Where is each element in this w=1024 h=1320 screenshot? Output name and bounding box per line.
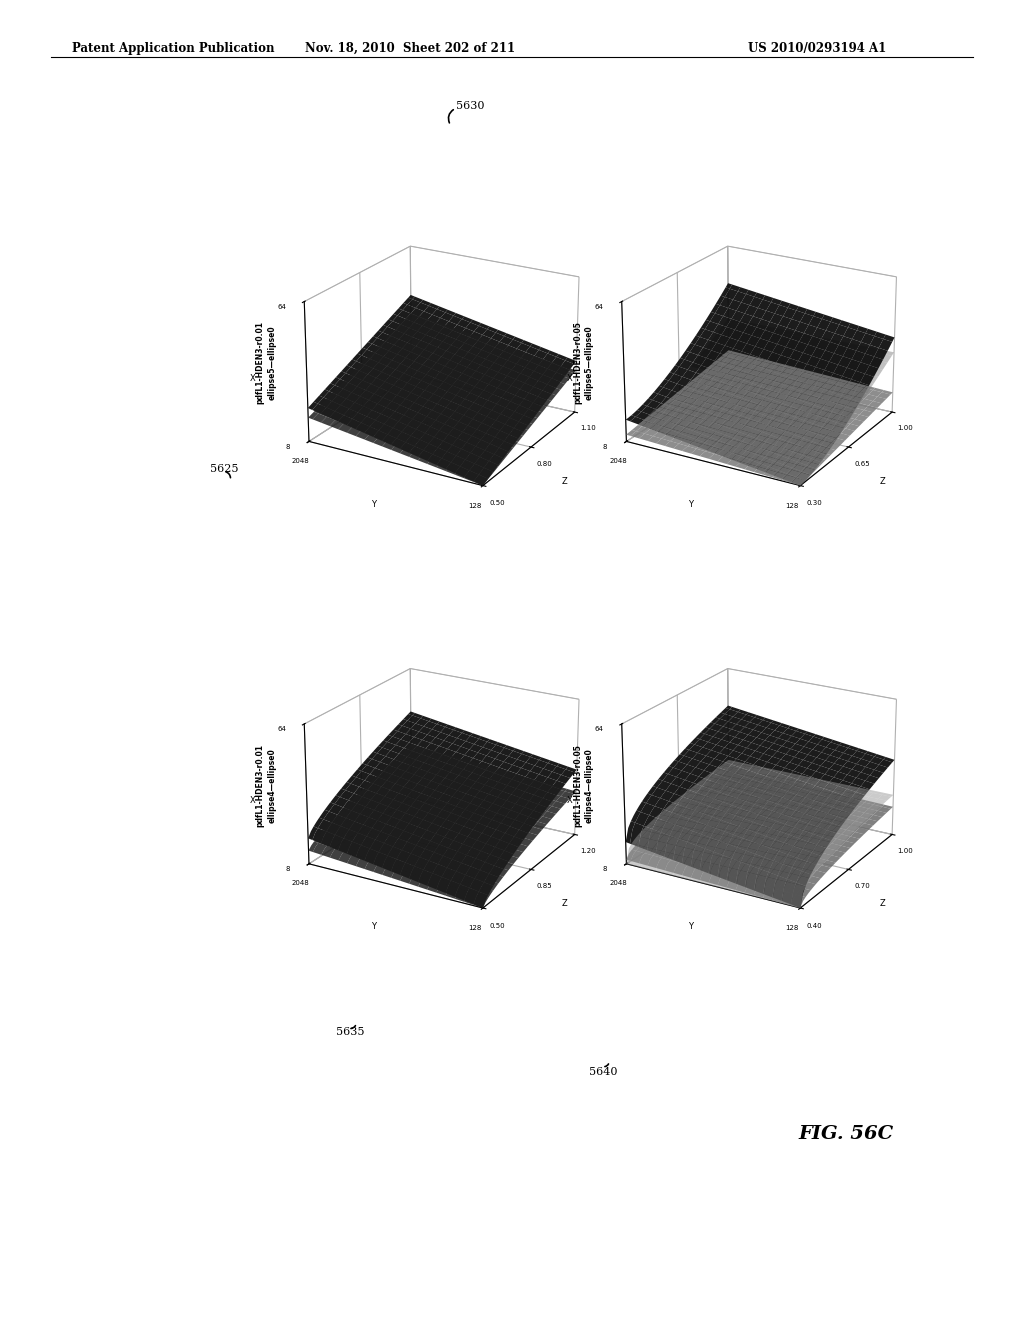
X-axis label: Z: Z	[562, 477, 567, 486]
Text: US 2010/0293194 A1: US 2010/0293194 A1	[748, 42, 886, 55]
Y-axis label: Y: Y	[371, 500, 376, 510]
Text: 5640: 5640	[589, 1067, 617, 1077]
X-axis label: Z: Z	[880, 477, 885, 486]
Text: Nov. 18, 2010  Sheet 202 of 211: Nov. 18, 2010 Sheet 202 of 211	[304, 42, 515, 55]
Text: 5625: 5625	[210, 463, 239, 474]
Text: pdfL1-HDEN3-r0.01
ellipse5—ellipse0: pdfL1-HDEN3-r0.01 ellipse5—ellipse0	[256, 322, 276, 404]
X-axis label: Z: Z	[880, 899, 885, 908]
Y-axis label: Y: Y	[688, 500, 693, 510]
Text: FIG. 56C: FIG. 56C	[799, 1125, 894, 1143]
Y-axis label: Y: Y	[371, 923, 376, 932]
Text: 5635: 5635	[336, 1027, 365, 1038]
Text: pdfL1-HDEN3-r0.01
ellipse4—ellipse0: pdfL1-HDEN3-r0.01 ellipse4—ellipse0	[256, 744, 276, 826]
Text: pdfL1-HDEN3-r0.05
ellipse4—ellipse0: pdfL1-HDEN3-r0.05 ellipse4—ellipse0	[573, 744, 594, 826]
X-axis label: Z: Z	[562, 899, 567, 908]
Text: 5630: 5630	[456, 100, 484, 111]
Text: pdfL1-HDEN3-r0.05
ellipse5—ellipse0: pdfL1-HDEN3-r0.05 ellipse5—ellipse0	[573, 322, 594, 404]
Text: Patent Application Publication: Patent Application Publication	[72, 42, 274, 55]
Y-axis label: Y: Y	[688, 923, 693, 932]
